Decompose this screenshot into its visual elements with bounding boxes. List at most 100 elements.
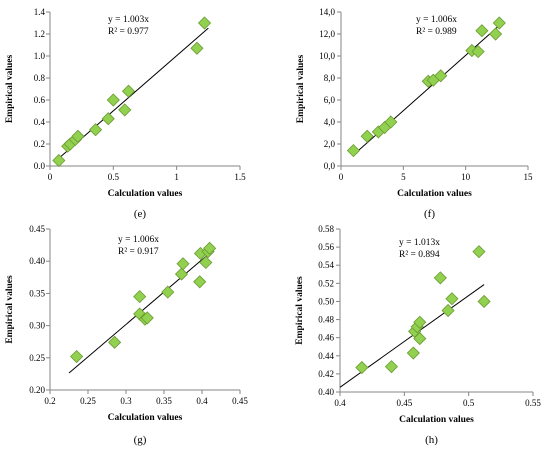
- r-squared-label: R² = 0.989: [416, 27, 457, 37]
- y-tick-label: 0.40: [29, 256, 45, 266]
- y-tick-label: 0.44: [318, 351, 334, 361]
- y-tick-label: 0.2: [34, 139, 45, 149]
- x-tick-label: 0.25: [80, 396, 96, 406]
- x-tick-label: 5: [401, 172, 406, 182]
- y-tick-label: 0.48: [318, 315, 334, 325]
- data-point: [176, 257, 190, 271]
- data-point: [71, 129, 85, 143]
- y-axis-title: Empirical values: [296, 55, 306, 124]
- data-point: [89, 123, 103, 137]
- y-axis-title: Empirical values: [5, 55, 15, 124]
- x-tick-label: 0.2: [44, 396, 55, 406]
- data-point: [360, 129, 374, 143]
- regression-equation: y = 1.006x: [416, 15, 457, 25]
- y-axis-title: Empirical values: [5, 275, 15, 344]
- data-point: [472, 245, 486, 259]
- data-point: [101, 112, 115, 126]
- y-tick-label: 0.58: [318, 224, 334, 234]
- x-axis-title: Calculation values: [108, 413, 183, 423]
- x-tick-label: 15: [524, 172, 534, 182]
- data-point: [190, 41, 204, 55]
- data-point: [433, 271, 447, 285]
- y-tick-label: 1.0: [34, 51, 46, 61]
- r-squared-label: R² = 0.977: [108, 27, 149, 37]
- y-tick-label: 10,0: [319, 51, 335, 61]
- y-tick-label: 0.8: [34, 73, 46, 83]
- y-tick-label: 1.2: [34, 29, 45, 39]
- x-tick-label: 0.4: [196, 396, 208, 406]
- data-point: [441, 303, 455, 318]
- y-tick-label: 0.56: [318, 242, 334, 252]
- data-point: [413, 332, 427, 346]
- y-tick-label: 0.40: [318, 387, 334, 397]
- y-tick-label: 0.52: [318, 278, 334, 288]
- chart-panel-h: 0.4 0.45 0.5 0.55 0.40 0.42 0.44 0.46 0.48 0.50 0.…: [295, 224, 541, 446]
- y-tick-label: 12,0: [319, 29, 335, 39]
- y-tick-label: 8,0: [324, 73, 336, 83]
- y-tick-label: 0.20: [29, 385, 45, 395]
- x-tick-label: 0: [48, 172, 53, 182]
- x-tick-label: 0: [339, 172, 344, 182]
- data-point: [199, 255, 213, 270]
- data-point: [434, 69, 448, 83]
- y-tick-label: 0.25: [29, 353, 45, 363]
- data-point: [384, 115, 398, 129]
- data-point: [477, 294, 491, 309]
- data-point: [70, 349, 84, 364]
- y-tick-label: 1.4: [34, 7, 46, 17]
- r-squared-label: R² = 0.894: [399, 250, 440, 260]
- data-point: [140, 311, 154, 325]
- x-tick-label: 0.5: [108, 172, 120, 182]
- data-point: [406, 346, 420, 360]
- y-tick-label: 6,0: [324, 95, 336, 105]
- x-tick-label: 1.5: [234, 172, 246, 182]
- y-tick-label: 14,0: [319, 7, 335, 17]
- data-point: [161, 285, 175, 299]
- x-tick-label: 0.4: [334, 398, 346, 408]
- y-tick-label: 0.42: [318, 369, 334, 379]
- data-point: [121, 84, 136, 98]
- y-tick-label: 0.45: [29, 224, 45, 234]
- data-point: [489, 27, 503, 41]
- y-tick-label: 0.54: [318, 260, 334, 270]
- r-squared-label: R² = 0.917: [118, 247, 159, 257]
- data-point: [471, 45, 485, 59]
- data-point: [193, 275, 207, 289]
- chart-panel-f: 0 5 10 15 0,0 2,0 4,0 6,0 8,0 10,0 12,0 14,0 y = 1.0…: [296, 7, 533, 220]
- x-axis-title: Calculation values: [397, 189, 472, 199]
- data-point: [108, 335, 122, 349]
- data-point: [475, 24, 489, 38]
- y-tick-label: 0.46: [318, 333, 334, 343]
- data-point: [118, 103, 132, 117]
- data-point: [413, 315, 427, 329]
- x-tick-label: 0.45: [232, 396, 248, 406]
- data-point: [445, 292, 459, 306]
- data-point: [106, 93, 120, 107]
- y-tick-label: 0.0: [34, 161, 46, 171]
- regression-equation: y = 1.006x: [118, 235, 159, 245]
- chart-panel-g: 0.2 0.25 0.3 0.35 0.4 0.45 0.20 0.25 0.30 0.35 0.4…: [5, 224, 248, 446]
- panel-label: (e): [134, 208, 147, 220]
- data-point: [197, 16, 212, 30]
- x-tick-label: 0.55: [525, 398, 541, 408]
- panel-label: (h): [425, 434, 438, 446]
- data-point: [355, 360, 369, 375]
- y-tick-label: 0.4: [34, 117, 46, 127]
- panel-label: (f): [424, 208, 435, 220]
- x-tick-label: 0.5: [463, 398, 475, 408]
- y-tick-label: 0.6: [34, 95, 46, 105]
- y-axis-title: Empirical values: [295, 276, 305, 345]
- regression-equation: y = 1.013x: [399, 238, 440, 248]
- panel-label: (g): [134, 434, 147, 446]
- x-axis-title: Calculation values: [108, 189, 183, 199]
- x-tick-label: 0.3: [120, 396, 132, 406]
- data-point: [384, 360, 399, 374]
- chart-panel-e: 0 0.5 1 1.5 0.0 0.2 0.4 0.6 0.8 1.0 1.2 1.4 y = 1.00…: [5, 7, 246, 220]
- x-tick-label: 0.35: [156, 396, 172, 406]
- x-tick-label: 0.45: [396, 398, 412, 408]
- y-tick-label: 0.35: [29, 288, 45, 298]
- y-tick-label: 2,0: [324, 139, 336, 149]
- x-axis-title: Calculation values: [399, 415, 474, 425]
- data-point: [492, 16, 506, 30]
- y-tick-label: 0,0: [324, 161, 336, 171]
